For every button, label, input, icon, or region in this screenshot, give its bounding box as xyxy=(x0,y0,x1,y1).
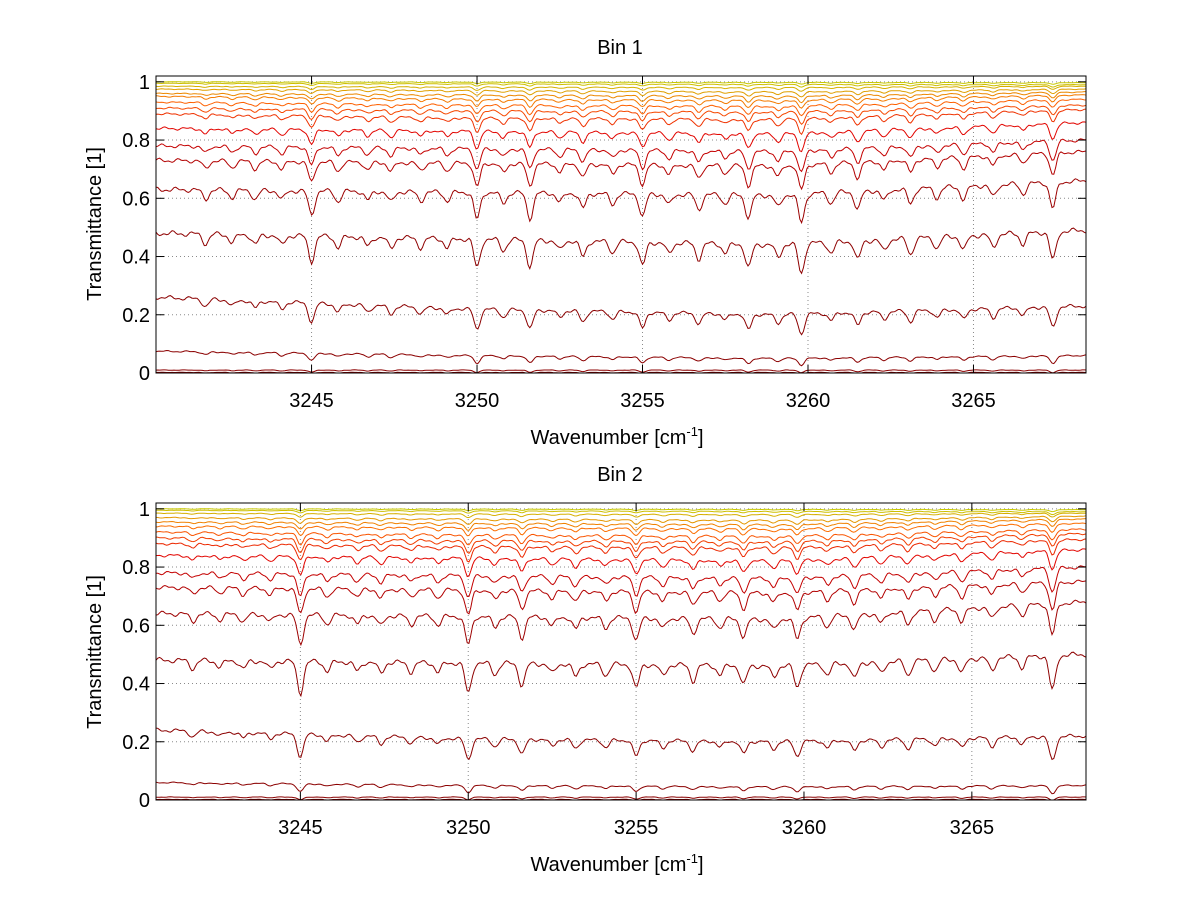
y-tick-label: 0.8 xyxy=(122,130,150,152)
series-line xyxy=(156,508,1086,513)
y-tick-label: 1 xyxy=(139,72,150,94)
x-tick-label: 3260 xyxy=(782,817,827,839)
series-line xyxy=(156,94,1086,109)
x-tick-label: 3250 xyxy=(455,390,500,412)
series-line xyxy=(156,81,1086,85)
axes: 3245 3250 3255 3260 3265 0 0.2 0.4 0.6 0.8 1 xyxy=(122,72,1087,412)
y-tick-label: 0.4 xyxy=(122,674,150,696)
chart-title: Bin 1 xyxy=(597,37,643,59)
y-tick-label: 0 xyxy=(139,363,150,385)
y-tick-label: 1 xyxy=(139,499,150,521)
chart-title: Bin 2 xyxy=(597,464,643,486)
series-line xyxy=(156,515,1086,525)
series-line xyxy=(156,121,1086,153)
x-tick-label: 3265 xyxy=(951,390,996,412)
x-tick-label: 3245 xyxy=(278,817,323,839)
x-tick-label: 3255 xyxy=(620,390,665,412)
series-line xyxy=(156,528,1086,546)
chart-panel-bin-2: Bin 2 Transmittance [1] Wavenumber [cm-1… xyxy=(84,464,1087,876)
x-tick-label: 3265 xyxy=(950,817,995,839)
axes-frame xyxy=(155,75,1087,374)
series-line xyxy=(156,532,1086,554)
series-line xyxy=(156,512,1086,518)
series-line xyxy=(156,509,1086,516)
series-line xyxy=(156,518,1086,531)
y-tick-label: 0.8 xyxy=(122,557,150,579)
axes: 3245 3250 3255 3260 3265 0 0.2 0.4 0.6 0.8 1 xyxy=(122,499,1087,839)
x-tick-label: 3245 xyxy=(289,390,334,412)
series-line xyxy=(156,98,1086,117)
series-line xyxy=(156,178,1086,225)
series-line xyxy=(156,138,1086,173)
chart-panel-bin-1: Bin 1 Transmittance [1] Wavenumber [cm-1… xyxy=(84,37,1087,449)
series-line xyxy=(156,227,1086,275)
series-line xyxy=(156,538,1086,563)
series-line xyxy=(156,781,1086,795)
x-axis-label-close: ] xyxy=(698,427,704,449)
y-tick-label: 0.2 xyxy=(122,732,150,754)
series-line xyxy=(156,149,1086,191)
x-tick-label: 3250 xyxy=(446,817,491,839)
series-line xyxy=(156,651,1086,698)
series-line xyxy=(156,104,1086,126)
plot-area: 3245 3250 3255 3260 3265 0 0.2 0.4 0.6 0.8 1 xyxy=(122,72,1087,412)
x-tick-label: 3260 xyxy=(786,390,831,412)
series-line xyxy=(156,82,1086,88)
y-tick-label: 0.2 xyxy=(122,305,150,327)
x-axis-label-close: ] xyxy=(698,854,704,876)
x-axis-label: Wavenumber [cm-1] xyxy=(530,424,703,449)
series-group xyxy=(156,508,1086,800)
x-axis-label-superscript: -1 xyxy=(686,424,698,439)
y-tick-label: 0.6 xyxy=(122,188,150,210)
series-line xyxy=(156,108,1086,136)
x-axis-label-main: Wavenumber [cm xyxy=(530,427,686,449)
series-line xyxy=(156,295,1086,336)
x-axis-label-superscript: -1 xyxy=(686,851,698,866)
y-axis-label: Transmittance [1] xyxy=(84,575,106,729)
series-line xyxy=(156,369,1086,373)
axes-frame xyxy=(155,502,1087,801)
plot-area: 3245 3250 3255 3260 3265 0 0.2 0.4 0.6 0.8 1 xyxy=(122,499,1087,839)
y-tick-label: 0.6 xyxy=(122,615,150,637)
x-axis-label-main: Wavenumber [cm xyxy=(530,854,686,876)
series-group xyxy=(156,81,1086,373)
series-line xyxy=(156,796,1086,800)
x-tick-label: 3255 xyxy=(614,817,659,839)
series-line xyxy=(156,91,1086,104)
series-line xyxy=(156,522,1086,537)
series-line xyxy=(156,579,1086,615)
series-line xyxy=(156,349,1086,367)
series-line xyxy=(156,599,1086,647)
series-line xyxy=(156,565,1086,598)
x-axis-label: Wavenumber [cm-1] xyxy=(530,851,703,876)
series-line xyxy=(156,85,1086,92)
y-tick-label: 0 xyxy=(139,790,150,812)
series-line xyxy=(156,88,1086,98)
y-tick-label: 0.4 xyxy=(122,247,150,269)
series-line xyxy=(156,727,1086,761)
y-axis-label: Transmittance [1] xyxy=(84,147,106,301)
series-line xyxy=(156,548,1086,578)
